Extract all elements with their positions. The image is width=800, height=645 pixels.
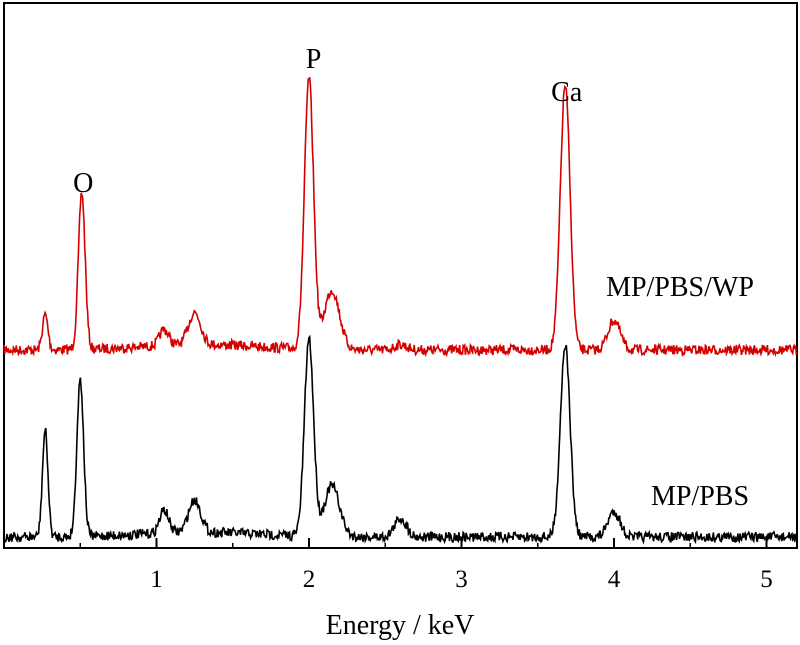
x-axis-tick-labels: 1 2 3 4 5 [150, 566, 773, 593]
peak-label: Ca [551, 77, 583, 108]
x-tick-label: 1 [150, 566, 163, 593]
series-labels: MP/PBS/WP MP/PBS [606, 272, 754, 512]
series-line [3, 334, 798, 545]
x-tick-label: 5 [760, 566, 773, 593]
peak-label: O [73, 168, 93, 199]
series-line [3, 76, 798, 358]
x-axis-label: Energy / keV [326, 610, 475, 641]
plot-frame [3, 2, 798, 549]
x-tick-label: 2 [303, 566, 316, 593]
series-lines [3, 76, 798, 545]
peak-labels: O P Ca [73, 44, 583, 199]
x-tick-label: 4 [608, 566, 621, 593]
peak-label: P [306, 44, 322, 75]
series-label: MP/PBS [651, 481, 749, 512]
series-label: MP/PBS/WP [606, 272, 754, 303]
x-tick-label: 3 [455, 566, 468, 593]
